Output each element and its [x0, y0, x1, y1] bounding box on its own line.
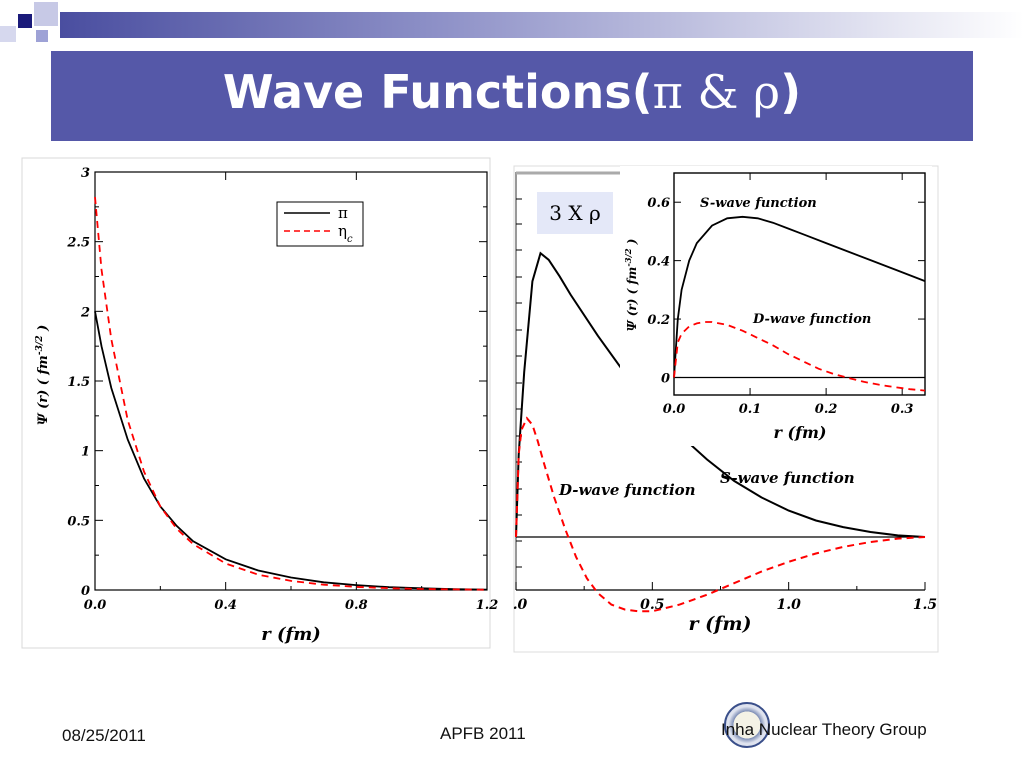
- slide-title: Wave Functions(π & ρ): [51, 65, 973, 119]
- chart3-annotation-dwave: D-wave function: [752, 312, 871, 327]
- chart2-xtick-label: .0: [513, 597, 528, 613]
- chart3-xtick-label: 0.1: [739, 402, 762, 417]
- chart1-ytick-label: 1.5: [67, 375, 90, 390]
- chart1-xlabel: r (fm): [261, 624, 321, 645]
- chart1-xtick-label: 1.2: [476, 598, 499, 613]
- chart1-ytick-label: 3: [81, 166, 90, 181]
- chart1-series-line: [94, 311, 488, 591]
- footer-event: APFB 2011: [440, 724, 526, 743]
- chart1-legend-subscript: c: [347, 234, 353, 245]
- chart3-series-line: [673, 215, 926, 378]
- chart1-ytick-label: 0: [81, 584, 90, 599]
- chart1-series-line: [94, 197, 488, 591]
- chart2-xtick-label: 1.0: [776, 597, 801, 613]
- ylabel-exponent: -3/2: [34, 335, 45, 355]
- corner-square-mid: [36, 30, 48, 42]
- chart1-legend: [276, 201, 364, 247]
- footer-group: Inha Nuclear Theory Group: [721, 720, 927, 739]
- chart3-xtick-label: 0.3: [891, 402, 914, 417]
- chart1-ytick-label: 2.5: [66, 236, 90, 251]
- chart3-xtick-label: 0.0: [663, 402, 686, 417]
- title-bar: Wave Functions(π & ρ): [51, 51, 973, 141]
- chart3-series-line: [673, 321, 926, 392]
- chart1-xtick-label: 0.8: [345, 598, 368, 613]
- inha-university-seal-icon: [724, 702, 770, 748]
- corner-square-light: [34, 2, 58, 26]
- chart1-legend-label: π: [338, 204, 348, 222]
- corner-square-dark: [18, 14, 32, 28]
- chart3-background: [620, 166, 932, 446]
- scale-badge: 3 X ρ: [537, 192, 613, 234]
- title-symbols: π & ρ: [652, 65, 781, 119]
- chart1-ytick-label: 0.5: [67, 514, 90, 529]
- chart3-plot-area: [673, 172, 926, 396]
- chart3-annotation-swave: S-wave function: [700, 196, 817, 211]
- ylabel-exponent: -3/2: [623, 248, 633, 266]
- chart3-xtick-label: 0.2: [815, 402, 838, 417]
- chart3-ytick-label: 0.6: [647, 196, 670, 211]
- chart3-ytick-label: 0.4: [647, 255, 670, 270]
- title-close: ): [780, 65, 802, 119]
- chart3-ytick-label: 0: [661, 371, 670, 386]
- chart1-ytick-label: 1: [81, 445, 90, 460]
- footer-date: 08/25/2011: [62, 726, 146, 745]
- chart3-ytick-label: 0.2: [647, 313, 670, 328]
- chart1-xtick-label: 0.0: [84, 598, 107, 613]
- chart1-frame: [21, 157, 491, 649]
- corner-square-light: [0, 26, 16, 42]
- chart2-annotation-swave: S-wave function: [720, 469, 855, 487]
- chart1-ytick-label: 2: [80, 305, 90, 320]
- chart2-annotation-dwave: D-wave function: [558, 481, 696, 499]
- chart2-xlabel: r (fm): [689, 613, 752, 635]
- chart1-xtick-label: 0.4: [214, 598, 237, 613]
- title-text: Wave Functions(: [222, 65, 653, 119]
- chart2-xtick-label: 1.5: [913, 597, 937, 613]
- chart3-xlabel: r (fm): [774, 423, 827, 442]
- header-gradient-rule: [60, 12, 1024, 38]
